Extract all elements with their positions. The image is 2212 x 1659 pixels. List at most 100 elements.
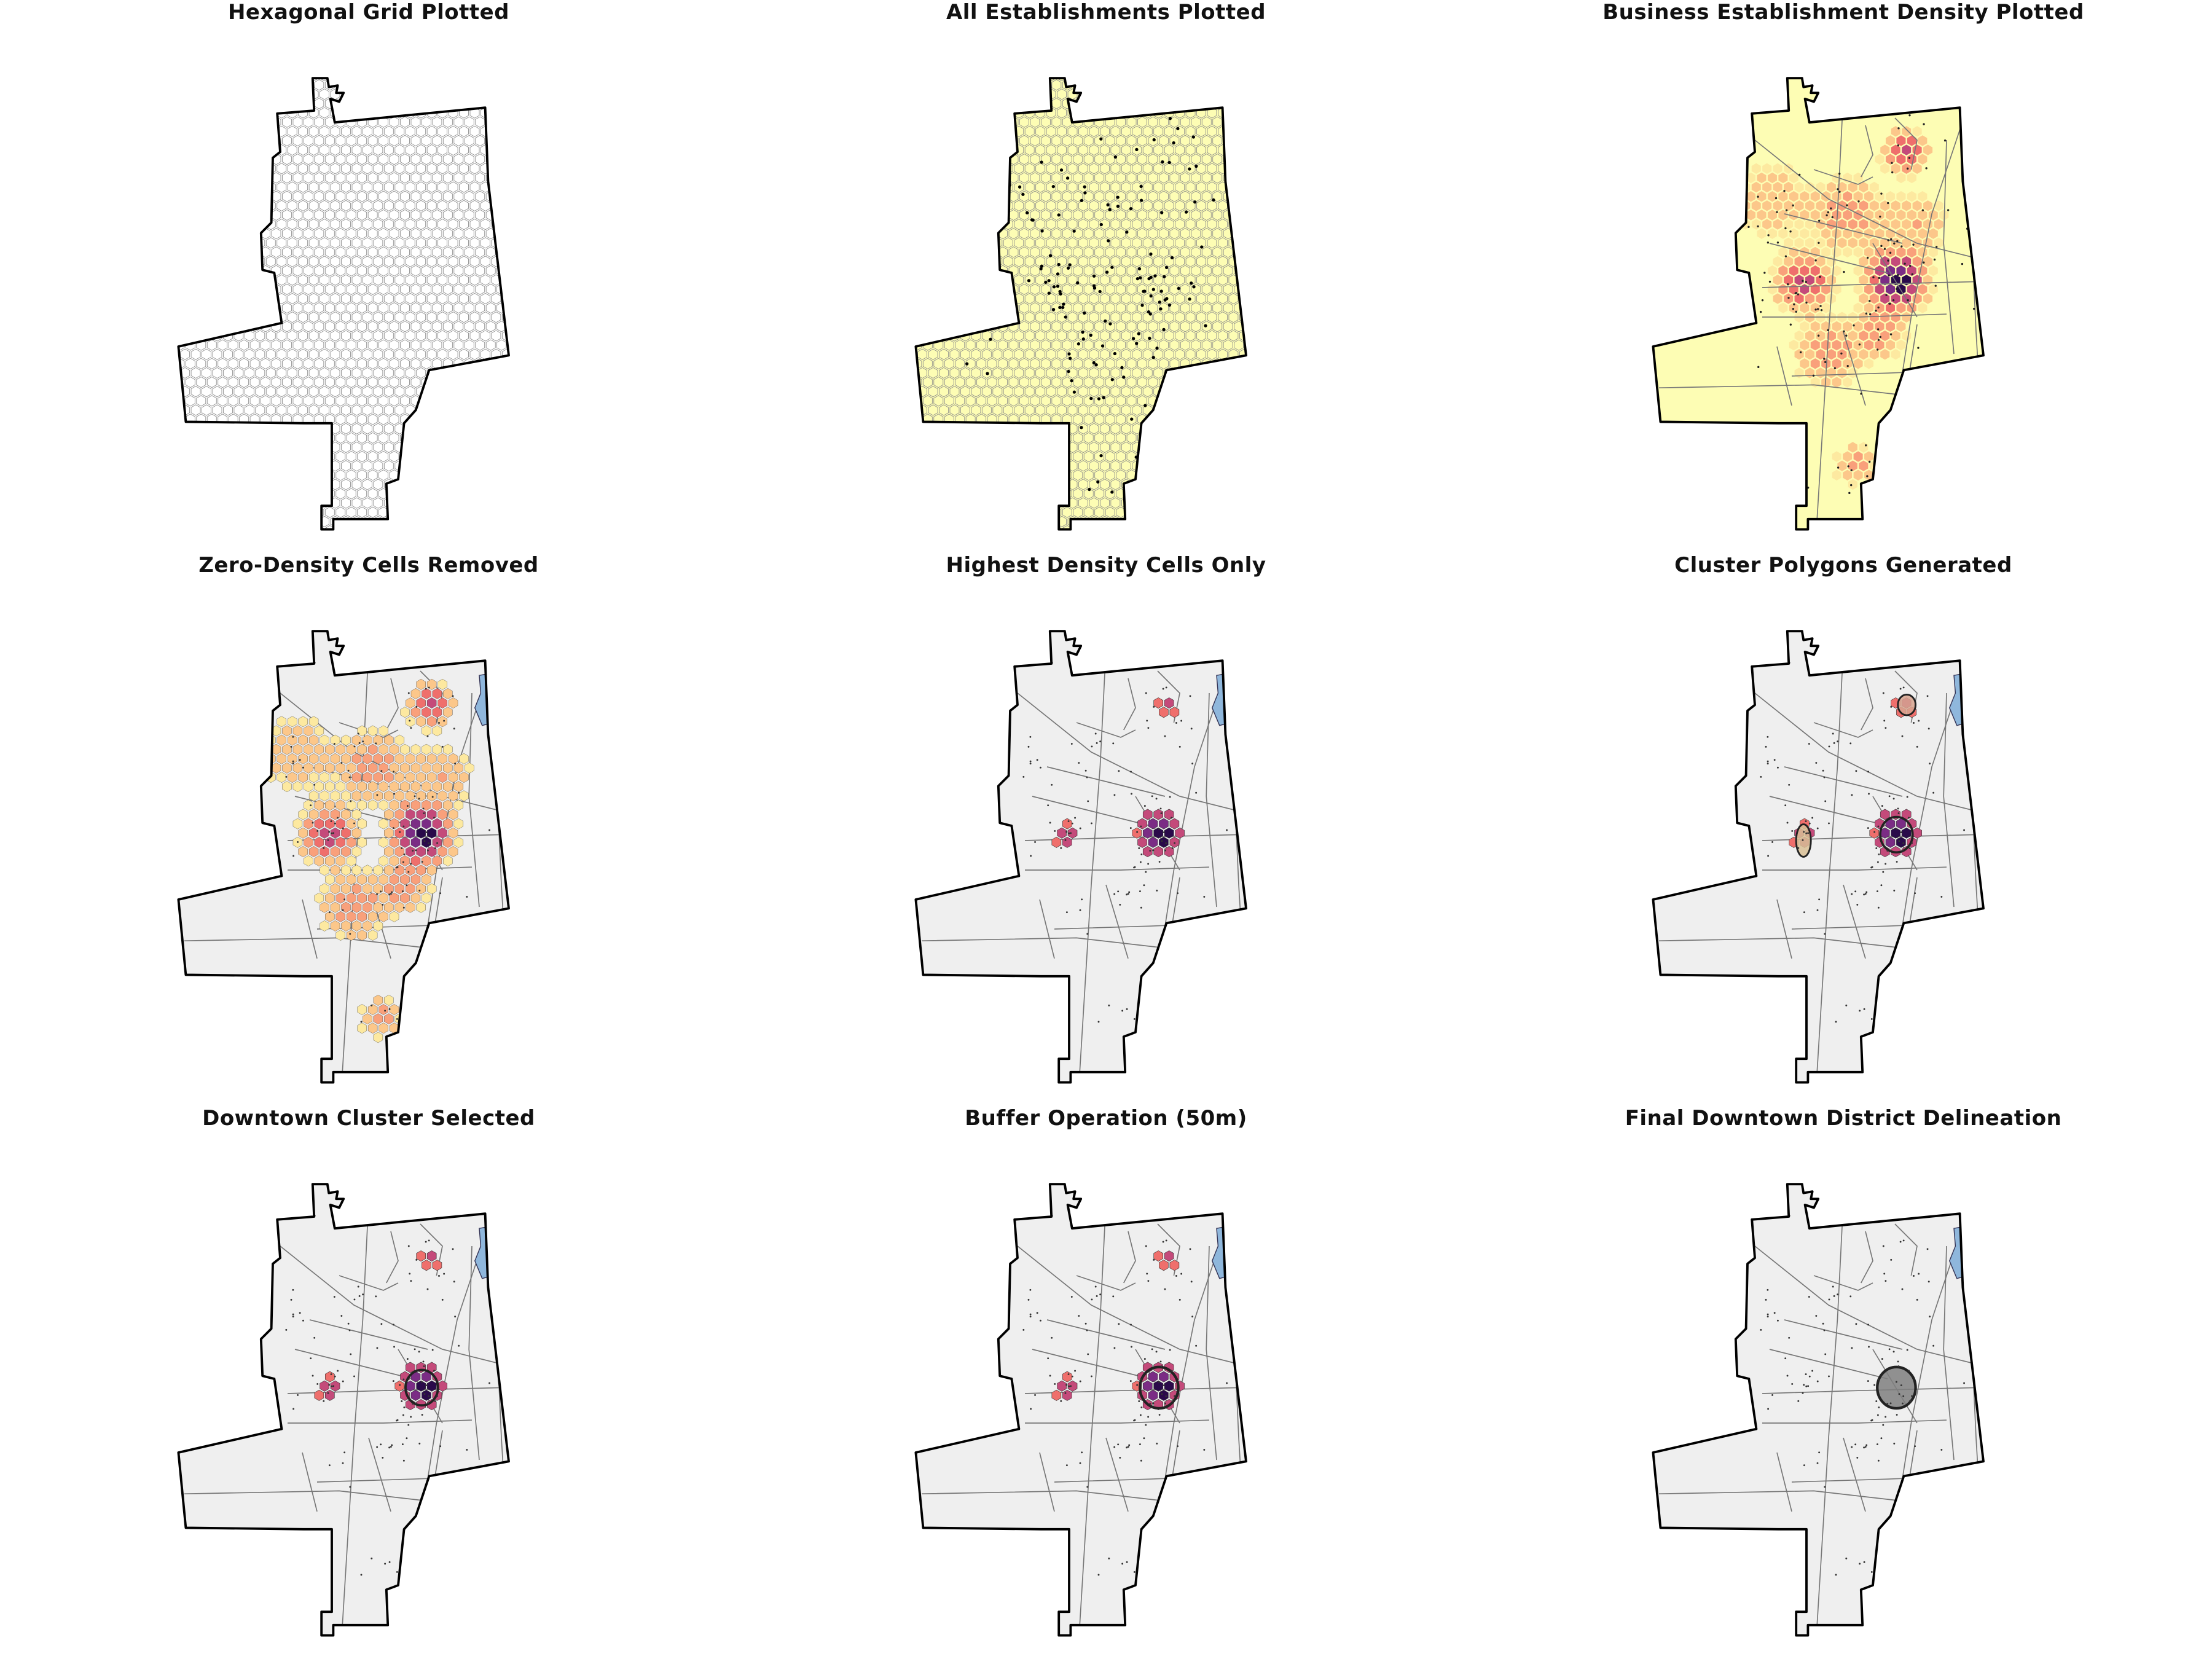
hex-cell [1207,312,1217,323]
hex-cell [1239,181,1246,193]
hex-cell [228,246,238,258]
hex-cell [1137,395,1147,407]
hex-cell [1896,302,1906,313]
hex-cell [410,818,421,830]
establishment-point [1139,198,1143,202]
hex-cell [367,228,378,240]
hex-cell [513,238,522,248]
hex-cell [373,144,383,156]
hex-cell [916,172,922,184]
hex-cell [206,98,217,109]
hex-cell [233,181,244,193]
hex-cell [513,256,522,267]
hex-cell [185,302,195,314]
hex-cell [1201,98,1212,109]
hex-cell [143,377,152,387]
hex-cell [977,544,986,553]
hex-cell [1212,450,1223,463]
hex-cell [939,441,949,453]
hex-cell [405,367,415,379]
hex-cell [1148,98,1158,109]
hex-cell [1234,544,1244,553]
hex-cell [885,349,895,359]
establishment-point [1757,366,1760,369]
hex-cell [880,358,889,369]
hex-cell [304,763,313,774]
establishment-point [1814,259,1817,262]
hex-cell [896,498,906,508]
hex-cell [265,107,276,119]
hex-cell [1207,237,1217,249]
establishment-point [1891,171,1894,174]
hex-cell [373,753,383,764]
establishment-point [1167,160,1171,165]
hex-cell [148,275,157,285]
panel-title: Hexagonal Grid Plotted [227,0,510,25]
hex-cell [416,88,426,100]
hex-cell [1843,210,1853,221]
hex-cell [901,340,911,350]
hex-cell [287,404,297,416]
hex-cell [1805,219,1815,230]
hex-cell [928,441,938,453]
hex-cell [389,154,399,165]
hex-cell [1201,376,1212,388]
hex-cell [287,367,297,379]
hex-cell [367,358,378,369]
hex-cell [496,376,507,388]
hex-cell [998,302,1008,314]
hex-cell [501,181,509,193]
hex-cell [513,126,522,136]
hex-cell [885,275,895,285]
hex-cell [1757,191,1767,202]
hex-cell [971,88,981,100]
hex-cell [1896,265,1906,276]
hex-cell [933,506,944,518]
hex-cell [320,144,330,156]
hex-cell [480,237,490,249]
hex-cell [501,200,509,211]
hex-cell [223,312,233,323]
hex-cell [1121,367,1131,379]
hex-cell [880,135,889,146]
hex-cell [315,61,324,71]
hex-cell [939,516,949,528]
hex-cell [190,330,201,342]
hex-cell [917,441,928,453]
hex-cell [524,293,533,304]
hex-cell [384,865,394,876]
hex-cell [148,312,157,323]
hex-cell [939,460,949,472]
hex-cell [1153,163,1164,175]
hex-cell [519,117,528,127]
hex-cell [389,874,399,885]
hex-cell [933,116,944,128]
hex-cell [501,237,509,249]
hex-cell [1853,246,1863,258]
hex-cell [1223,265,1233,276]
hex-cell [453,376,464,388]
hex-cell [288,716,297,728]
establishment-point [1145,440,1149,444]
hex-cell [1239,367,1246,379]
hex-cell [1024,181,1035,193]
hex-cell [992,404,1003,416]
hex-cell [464,265,474,276]
hex-cell [206,432,217,444]
hex-cell [442,339,453,351]
hex-cell [485,283,496,296]
hex-cell [426,772,437,783]
hex-cell [939,497,949,509]
hex-cell [949,312,960,323]
hex-cell [885,312,895,323]
hex-cell [298,479,308,490]
hex-cell [1003,292,1013,305]
hex-cell [491,125,501,137]
hex-cell [1148,450,1158,463]
hex-cell [1207,479,1217,490]
establishment-point [1853,324,1855,327]
hex-cell [928,88,938,100]
hex-cell [422,525,431,530]
hex-cell [196,302,206,314]
establishment-point [1139,276,1142,280]
